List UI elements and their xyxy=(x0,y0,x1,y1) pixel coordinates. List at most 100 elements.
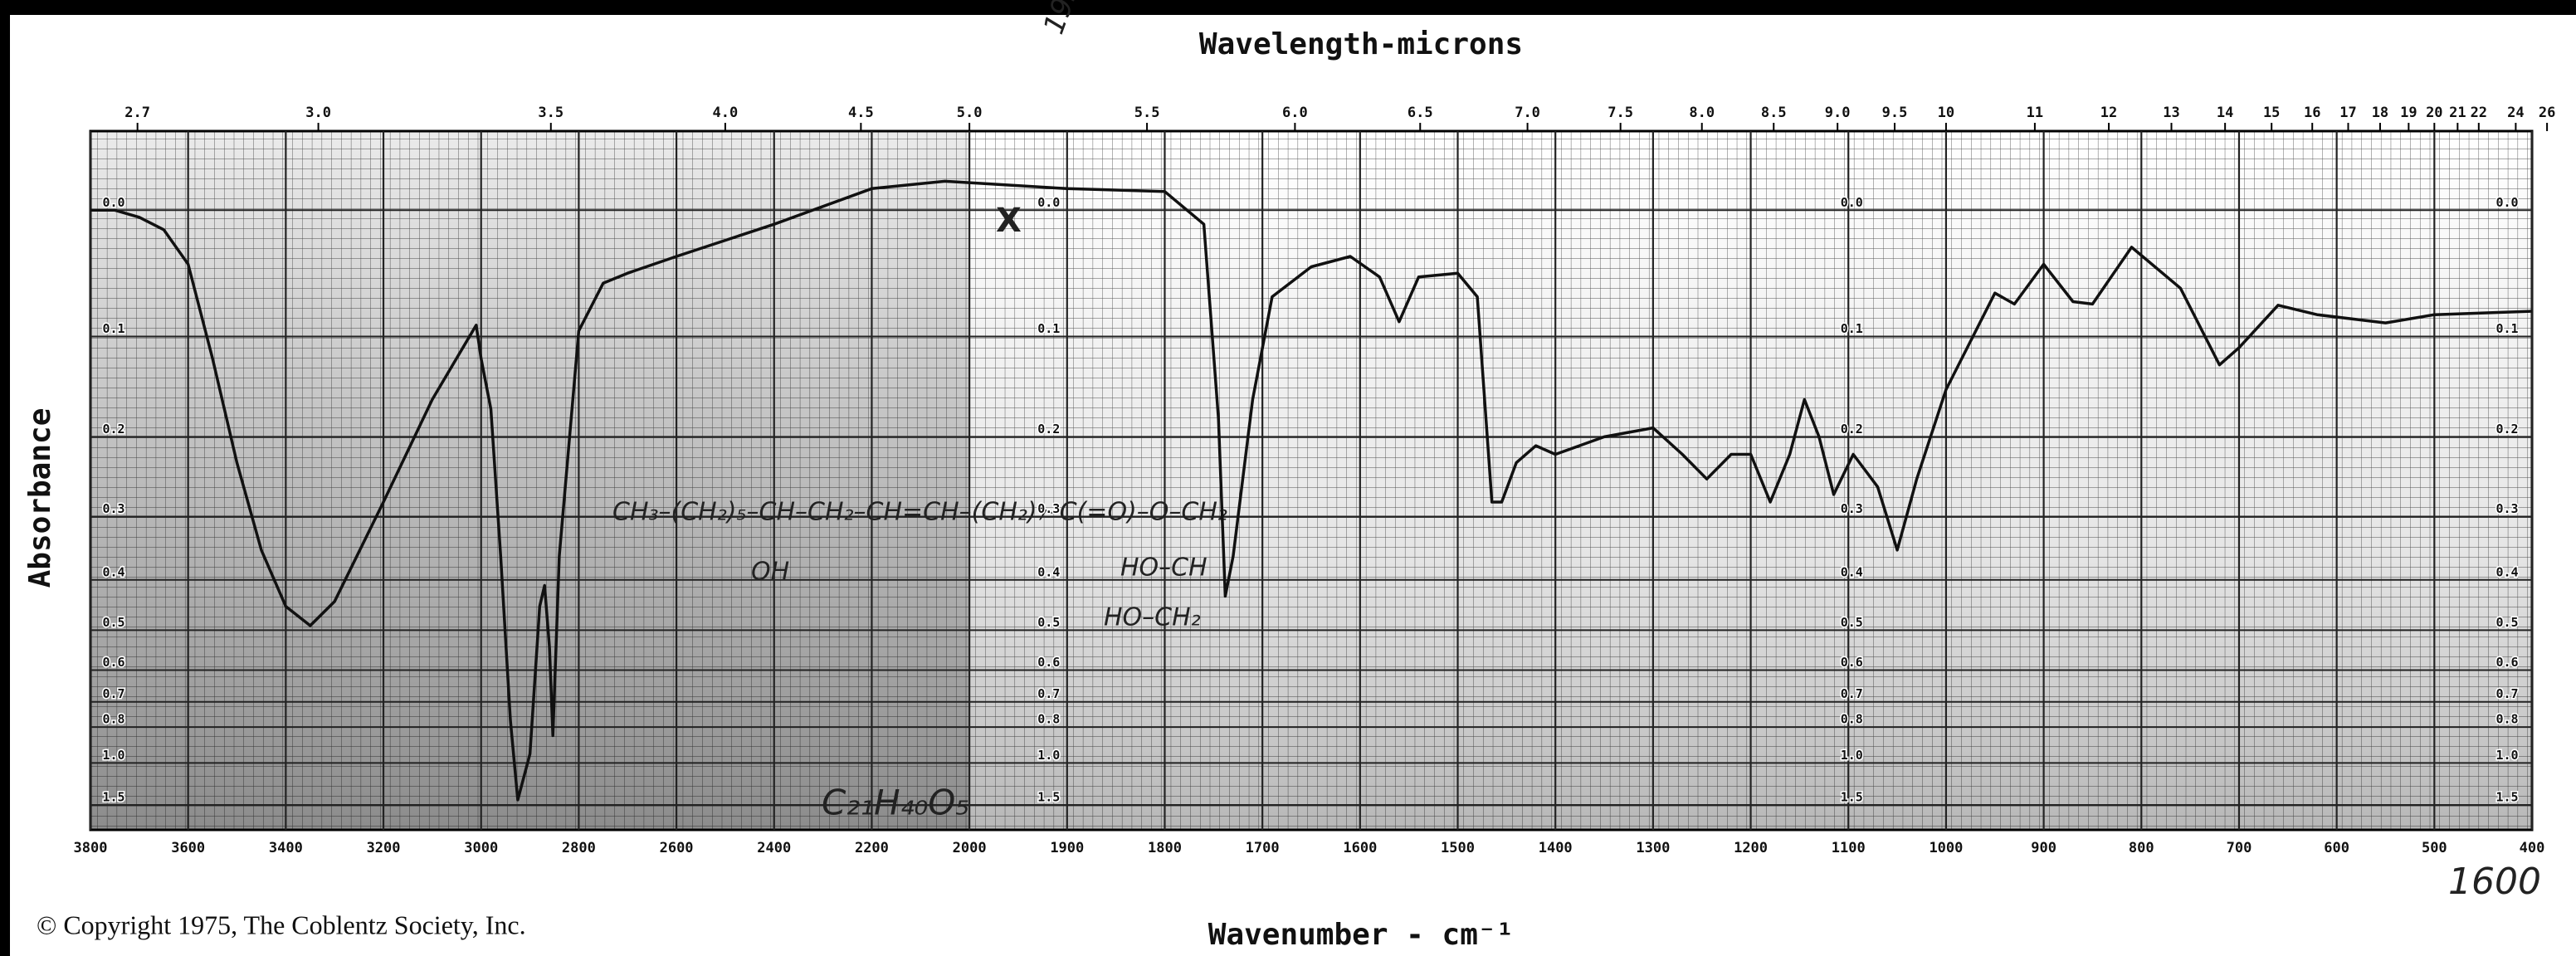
x2-tick-label: 26 xyxy=(2539,105,2555,121)
x-tick-label: 1800 xyxy=(1148,840,1182,856)
x-tick-label: 2200 xyxy=(855,840,889,856)
x2-tick-label: 17 xyxy=(2339,105,2356,121)
y-tick-label: 0.6 xyxy=(1841,655,1863,670)
chart-title: Wavelength-microns xyxy=(1199,27,1523,61)
y-tick-label: 0.5 xyxy=(1037,615,1060,630)
y-tick-label: 0.7 xyxy=(1841,686,1863,701)
y-tick-label: 1.5 xyxy=(1841,790,1863,805)
annotation: HO–CH xyxy=(1120,554,1208,583)
y-tick-label: 0.4 xyxy=(2496,564,2518,579)
x2-tick-label: 9.5 xyxy=(1882,105,1908,121)
x-tick-label: 3600 xyxy=(171,840,205,856)
y-tick-label: 0.3 xyxy=(2496,501,2518,516)
y-tick-label: 0.1 xyxy=(102,321,124,336)
copyright: © Copyright 1975, The Coblentz Society, … xyxy=(37,910,526,939)
x2-tick-label: 3.5 xyxy=(538,105,564,121)
x2-tick-label: 22 xyxy=(2471,105,2487,121)
y-tick-label: 0.1 xyxy=(1841,321,1863,336)
x2-tick-label: 5.0 xyxy=(957,105,983,121)
scan-border xyxy=(0,0,10,956)
y-tick-label: 0.5 xyxy=(2496,615,2518,630)
x-tick-label: 600 xyxy=(2324,840,2349,856)
y-tick-label: 0.0 xyxy=(2496,195,2518,210)
y-tick-label: 0.6 xyxy=(1037,655,1060,670)
y-tick-label: 1.0 xyxy=(2496,748,2518,763)
x2-tick-label: 6.5 xyxy=(1408,105,1433,121)
x-tick-label: 800 xyxy=(2129,840,2154,856)
y-tick-label: 1.5 xyxy=(2496,790,2518,805)
y-tick-label: 1.0 xyxy=(1841,748,1863,763)
y-tick-label: 0.0 xyxy=(102,195,124,210)
y-tick-label: 0.1 xyxy=(2496,321,2518,336)
y-tick-label: 0.1 xyxy=(1037,321,1060,336)
x2-tick-label: 10 xyxy=(1938,105,1954,121)
y-tick-label: 1.5 xyxy=(1037,790,1060,805)
x2-tick-label: 5.5 xyxy=(1134,105,1160,121)
spectrum-line xyxy=(90,179,2533,802)
x-tick-label: 400 xyxy=(2520,840,2545,856)
y-tick-label: 0.5 xyxy=(1841,615,1863,630)
y-tick-label: 0.3 xyxy=(1037,501,1060,516)
x-axis-label: Wavenumber - cm⁻¹ xyxy=(1208,918,1514,952)
x-tick-label: 700 xyxy=(2227,840,2252,856)
x2-tick-label: 20 xyxy=(2426,105,2442,121)
x2-tick-label: 14 xyxy=(2217,105,2233,121)
x-tick-label: 1600 xyxy=(1343,840,1377,856)
x-tick-label: 1000 xyxy=(1929,840,1963,856)
annotation: X xyxy=(996,202,1022,240)
x-tick-label: 3800 xyxy=(74,840,108,856)
x2-tick-label: 15 xyxy=(2263,105,2280,121)
y-tick-label: 0.4 xyxy=(1841,564,1863,579)
x2-tick-label: 24 xyxy=(2507,105,2524,121)
y-tick-label: 0.2 xyxy=(1841,422,1863,437)
y-tick-label: 0.7 xyxy=(2496,686,2518,701)
annotation: CH₃–(CH₂)₅–CH–CH₂–CH=CH–(CH₂)₇–C(=O)–O–C… xyxy=(612,498,1227,527)
y-tick-label: 1.0 xyxy=(1037,748,1060,763)
x2-tick-label: 2.7 xyxy=(124,105,150,121)
x-tick-label: 3400 xyxy=(269,840,303,856)
x-tick-label: 2800 xyxy=(562,840,596,856)
y-tick-label: 0.2 xyxy=(102,422,124,437)
x-tick-label: 1500 xyxy=(1441,840,1475,856)
x2-tick-label: 6.0 xyxy=(1282,105,1308,121)
annotation: C₂₁H₄₀O₅ xyxy=(822,783,969,823)
annotation: OH xyxy=(751,558,789,587)
x2-tick-label: 21 xyxy=(2449,105,2466,121)
x2-tick-label: 18 xyxy=(2372,105,2388,121)
x2-tick-label: 7.0 xyxy=(1515,105,1540,121)
x-tick-label: 1200 xyxy=(1734,840,1768,856)
x-tick-label: 500 xyxy=(2422,840,2447,856)
x-tick-label: 1400 xyxy=(1539,840,1573,856)
y-tick-label: 0.2 xyxy=(1037,422,1060,437)
y-tick-label: 0.8 xyxy=(1841,712,1863,727)
y-tick-label: 0.8 xyxy=(2496,712,2518,727)
x-tick-label: 1700 xyxy=(1246,840,1280,856)
x-tick-label: 2400 xyxy=(757,840,791,856)
x-tick-label: 900 xyxy=(2031,840,2056,856)
y-tick-label: 0.3 xyxy=(102,501,124,516)
x2-tick-label: 8.5 xyxy=(1761,105,1787,121)
scan-border xyxy=(0,0,2576,15)
x2-tick-label: 9.0 xyxy=(1825,105,1851,121)
y-tick-label: 0.5 xyxy=(102,615,124,630)
y-tick-label: 0.3 xyxy=(1841,501,1863,516)
y-tick-label: 0.8 xyxy=(102,712,124,727)
y-tick-label: 1.5 xyxy=(102,790,124,805)
y-tick-label: 0.7 xyxy=(102,686,124,701)
x-tick-label: 3200 xyxy=(367,840,401,856)
x-tick-label: 2000 xyxy=(953,840,987,856)
y-tick-label: 0.7 xyxy=(1037,686,1060,701)
y-tick-label: 0.4 xyxy=(1037,564,1060,579)
annotation: HO–CH₂ xyxy=(1104,603,1201,632)
x2-tick-label: 11 xyxy=(2027,105,2043,121)
y-tick-label: 0.2 xyxy=(2496,422,2518,437)
y-tick-label: 0.8 xyxy=(1037,712,1060,727)
x2-tick-label: 16 xyxy=(2304,105,2320,121)
shading xyxy=(90,131,970,830)
x-tick-label: 1300 xyxy=(1636,840,1670,856)
x2-tick-label: 7.5 xyxy=(1608,105,1633,121)
x2-tick-label: 13 xyxy=(2163,105,2179,121)
x-tick-label: 3000 xyxy=(464,840,498,856)
y-tick-label: 0.4 xyxy=(102,564,124,579)
y-tick-label: 0.0 xyxy=(1841,195,1863,210)
